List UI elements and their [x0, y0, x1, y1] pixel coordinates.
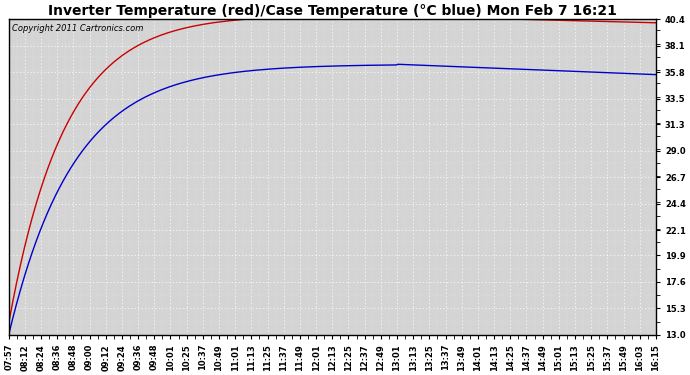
Text: Copyright 2011 Cartronics.com: Copyright 2011 Cartronics.com [12, 24, 144, 33]
Title: Inverter Temperature (red)/Case Temperature (°C blue) Mon Feb 7 16:21: Inverter Temperature (red)/Case Temperat… [48, 4, 617, 18]
